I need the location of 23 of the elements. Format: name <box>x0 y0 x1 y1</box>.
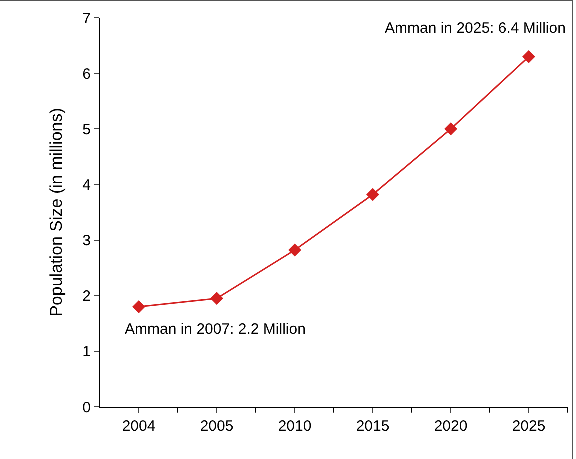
point <box>288 244 302 257</box>
x-tick-label: 2004 <box>122 418 156 435</box>
x-tick-label: 2015 <box>356 418 390 435</box>
point <box>522 50 536 64</box>
annotation: Amman in 2025: 6.4 Million <box>385 20 566 37</box>
y-tick-label: 6 <box>82 66 91 83</box>
point <box>132 300 146 314</box>
point <box>444 122 458 136</box>
y-tick-label: 3 <box>82 232 91 250</box>
x-tick-label: 2010 <box>278 418 312 435</box>
y-tick-label: 5 <box>82 121 91 138</box>
y-axis-title: Population Size (in millions) <box>47 108 66 317</box>
y-tick-label: 0 <box>82 399 91 416</box>
x-tick-label: 2020 <box>434 418 468 435</box>
y-tick-label: 7 <box>82 10 91 28</box>
x-tick-label: 2005 <box>200 418 234 435</box>
y-tick-label: 1 <box>82 344 91 361</box>
annotation: Amman in 2007: 2.2 Million <box>125 321 306 338</box>
y-tick-label: 2 <box>82 288 91 306</box>
point <box>366 188 380 202</box>
y-tick-label: 4 <box>82 176 91 194</box>
x-tick-label: 2025 <box>512 418 546 435</box>
point <box>210 292 224 306</box>
